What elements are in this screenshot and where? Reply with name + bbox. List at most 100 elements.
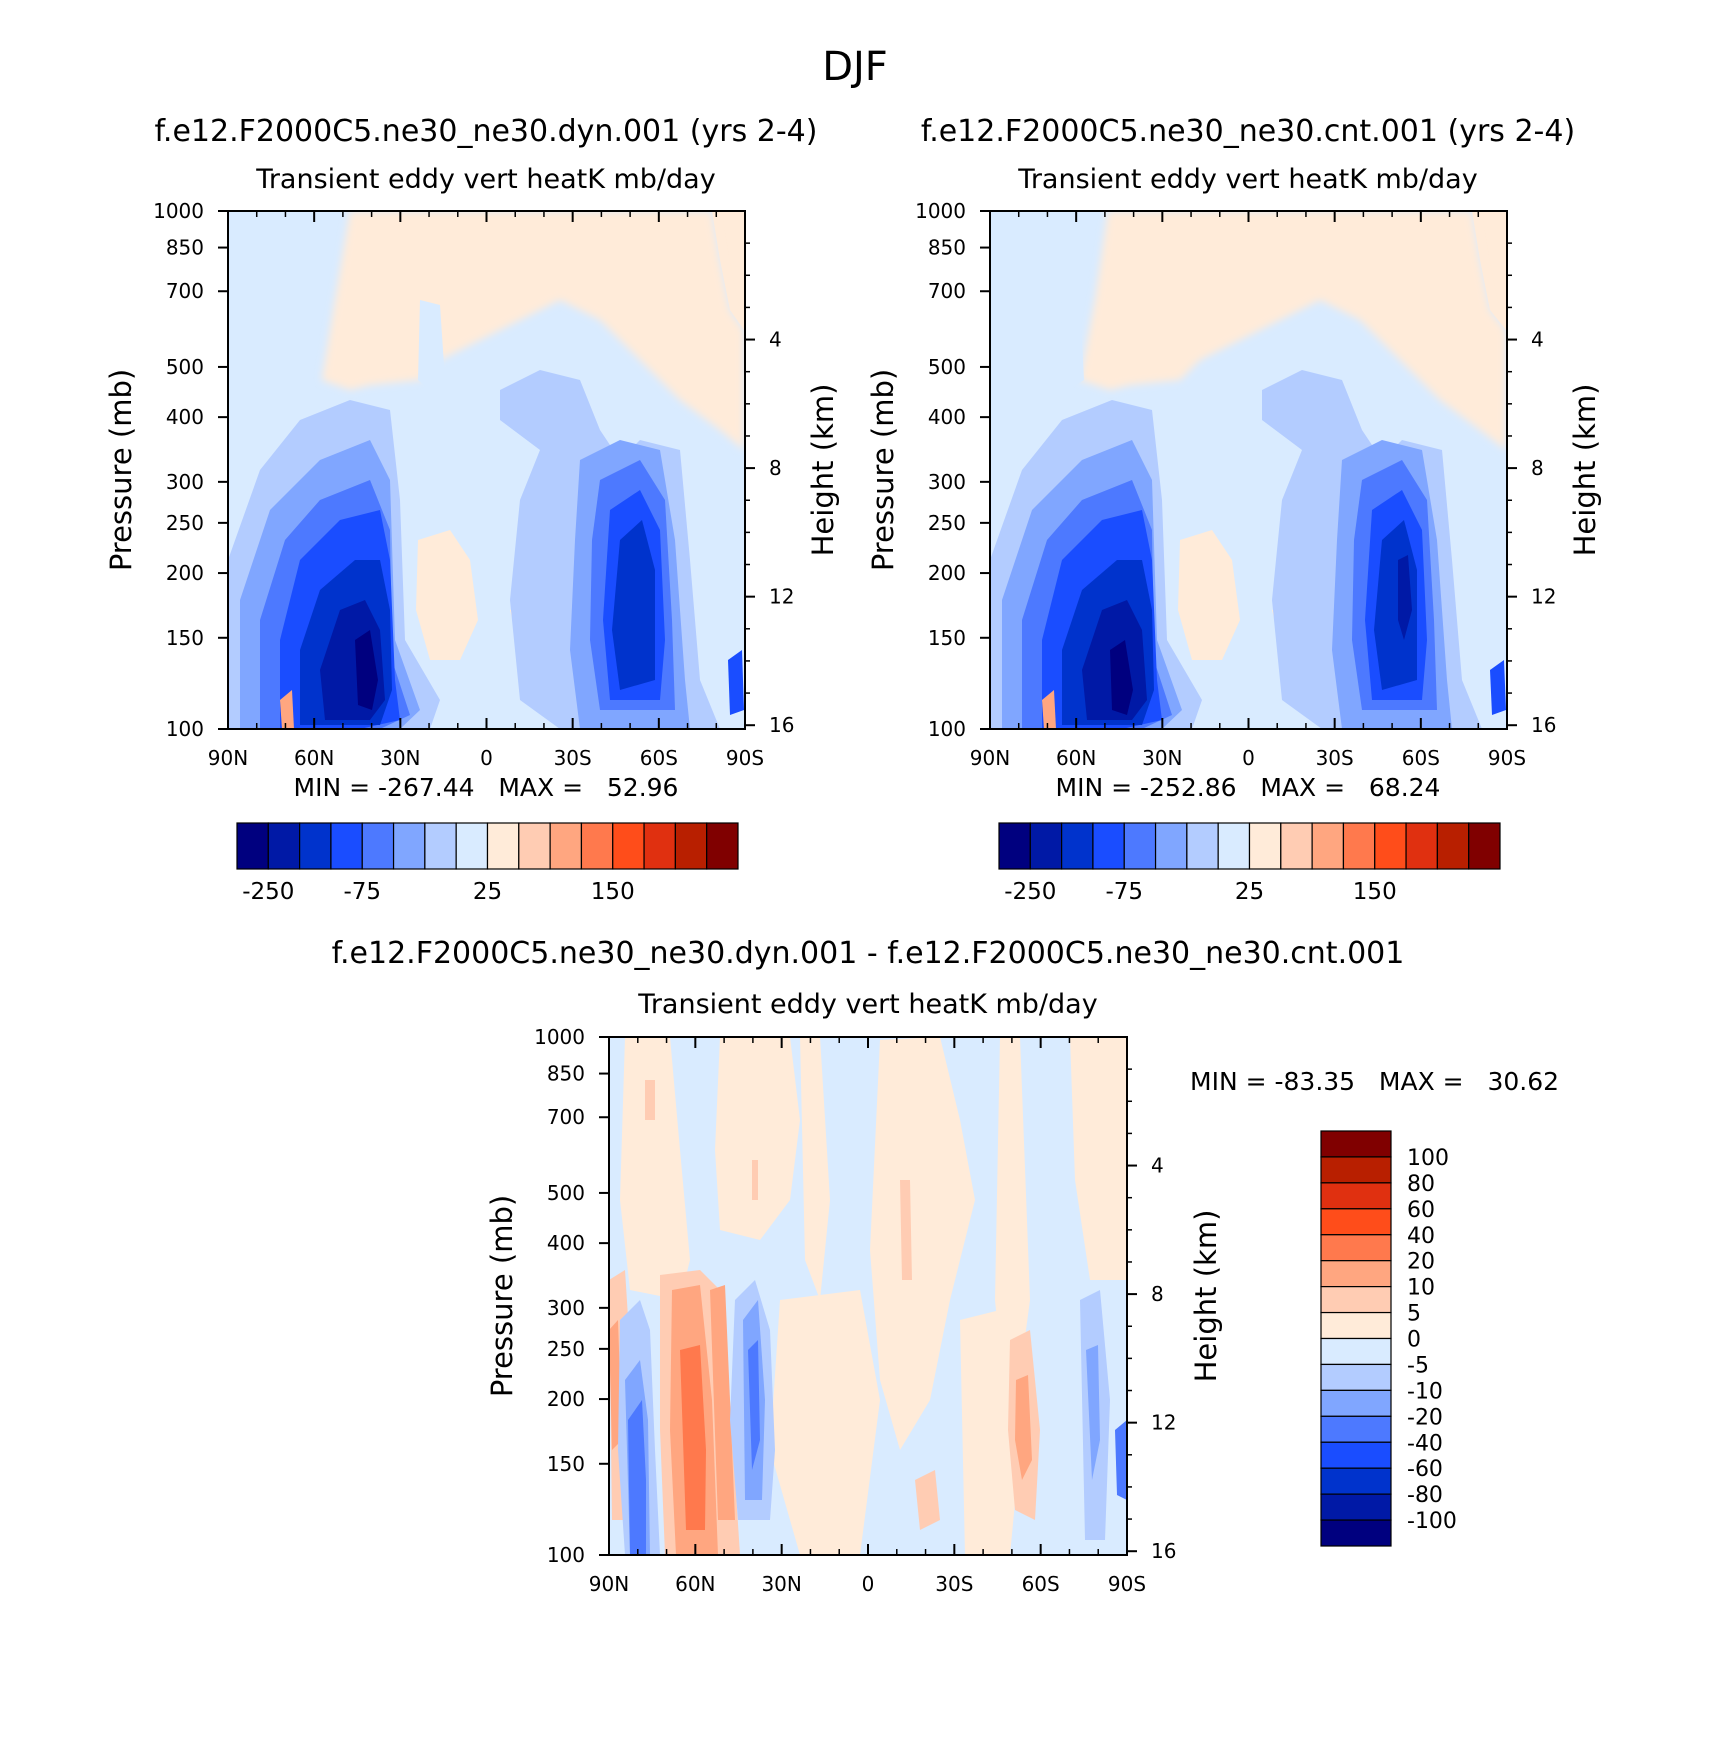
panel-diff-axes-xtick-label: 0 <box>862 1572 875 1596</box>
panel-diff-axes-y2tick-label: 16 <box>1151 1539 1176 1563</box>
panel-diff-axes-y2tick-label: 4 <box>1151 1154 1164 1178</box>
panel-diff-colorbar-swatch <box>1320 1208 1392 1236</box>
panel-diff-colorbar-swatch <box>1320 1389 1392 1417</box>
panel-diff-axes: 90N 60N 30N 0 30S 60S 90S 100 150 200 250 300 400 500… <box>534 1025 1176 1596</box>
panel-diff-colorbar-tick-label: 40 <box>1407 1224 1435 1249</box>
panel-diff-colorbar-swatch <box>1320 1467 1392 1495</box>
panel-dyn-axes-ytick-label: 250 <box>166 511 204 535</box>
panel-diff-colorbar-tick-label: 100 <box>1407 1146 1449 1171</box>
panel-dyn-colorbar-swatch <box>424 822 457 870</box>
panel-diff-colorbar-swatch <box>1320 1260 1392 1288</box>
panel-cnt-colorbar-swatch <box>1061 822 1094 870</box>
panel-cnt-colorbar-swatch <box>1217 822 1251 870</box>
panel-diff-ylabel: Pressure (mb) <box>485 1195 519 1397</box>
panel-diff-axes-ytick-label: 400 <box>547 1231 585 1255</box>
panel-cnt-colorbar-swatch <box>1311 822 1345 870</box>
panel-cnt-colorbar-swatch <box>1342 822 1376 870</box>
panel-dyn-colorbar-swatch <box>580 822 614 870</box>
panel-cnt-axes-ytick-label: 1000 <box>915 199 966 223</box>
panel-diff-field <box>609 1037 1127 1555</box>
panel-diff-axes-ytick-label: 1000 <box>534 1025 585 1049</box>
panel-diff-colorbar-tick-label: -80 <box>1407 1483 1443 1508</box>
panel-cnt-colorbar-swatch <box>1248 822 1282 870</box>
panel-diff-colorbar-swatch <box>1320 1182 1392 1210</box>
panel-diff-subtitle: Transient eddy vert heatK mb/day <box>637 989 1097 1020</box>
panel-cnt-y2label: Height (km) <box>1568 384 1602 557</box>
panel-dyn: f.e12.F2000C5.ne30_ne30.dyn.001 (yrs 2-4… <box>104 114 840 905</box>
panel-diff-colorbar-tick-label: -100 <box>1407 1509 1457 1534</box>
panel-dyn-case-title: f.e12.F2000C5.ne30_ne30.dyn.001 (yrs 2-4… <box>155 114 818 149</box>
panel-diff-axes-y2tick-label: 12 <box>1151 1411 1176 1435</box>
panel-diff-colorbar-swatch <box>1320 1363 1392 1391</box>
panel-cnt-axes-ytick-label: 700 <box>928 279 966 303</box>
panel-diff-colorbar-tick-label: 10 <box>1407 1276 1435 1301</box>
panel-diff-min-max: MIN = -83.35 MAX = 30.62 <box>1190 1067 1559 1096</box>
panel-diff-colorbar-tick-label: 20 <box>1407 1250 1435 1275</box>
panel-dyn-axes-ytick-label: 150 <box>166 626 204 650</box>
panel-dyn-colorbar-swatch <box>455 822 489 870</box>
panel-diff: f.e12.F2000C5.ne30_ne30.dyn.001 - f.e12.… <box>332 936 1559 1596</box>
panel-dyn-colorbar-swatch <box>518 822 551 870</box>
panel-cnt-colorbar-swatch <box>998 822 1031 870</box>
panel-dyn-field <box>228 211 745 729</box>
panel-diff-colorbar-tick-label: -40 <box>1407 1431 1443 1456</box>
panel-cnt-colorbar-swatch <box>1029 822 1063 870</box>
panel-diff-colorbar-swatch <box>1320 1337 1392 1366</box>
panel-dyn-min-max: MIN = -267.44 MAX = 52.96 <box>294 773 679 802</box>
panel-dyn-axes-xtick-label: 30S <box>554 746 592 770</box>
panel-dyn-ylabel: Pressure (mb) <box>104 369 138 571</box>
panel-dyn-colorbar-swatch <box>549 822 583 870</box>
panel-diff-colorbar-tick-label: -10 <box>1407 1379 1443 1404</box>
panel-dyn-axes-ytick-label: 850 <box>166 236 204 260</box>
panel-dyn-axes-xtick-label: 30N <box>380 746 420 770</box>
panel-cnt-axes-ytick-label: 300 <box>928 470 966 494</box>
panel-dyn-axes-y2tick-label: 16 <box>769 713 794 737</box>
panel-dyn-axes-xtick-label: 60N <box>294 746 334 770</box>
panel-diff-axes-y2tick-label: 8 <box>1151 1282 1164 1306</box>
panel-cnt-axes-ytick-label: 850 <box>928 236 966 260</box>
panel-cnt-colorbar-tick-label: -250 <box>1004 879 1056 905</box>
panel-cnt-axes-ytick-label: 250 <box>928 511 966 535</box>
panel-diff-colorbar-tick-label: -20 <box>1407 1405 1443 1430</box>
panel-diff-colorbar-swatch <box>1320 1415 1392 1443</box>
panel-cnt-colorbar-swatch <box>1436 822 1470 870</box>
panel-diff-colorbar-tick-label: -5 <box>1407 1353 1429 1378</box>
panel-diff-colorbar-swatch <box>1320 1519 1392 1547</box>
panel-cnt-field <box>990 211 1507 729</box>
panel-cnt-axes-xtick-label: 90N <box>970 746 1010 770</box>
panel-cnt-axes-xtick-label: 30S <box>1316 746 1354 770</box>
panel-cnt-axes-y2tick-label: 8 <box>1531 456 1544 480</box>
panel-dyn-subtitle: Transient eddy vert heatK mb/day <box>255 164 715 195</box>
panel-dyn-colorbar-swatch <box>392 822 426 870</box>
panel-cnt-colorbar-swatch <box>1186 822 1219 870</box>
panel-dyn-axes: 90N 60N 30N 0 30S 60S 90S 100 150 200 250 300 400 500… <box>153 199 794 770</box>
panel-cnt-colorbar-tick-label: 150 <box>1353 879 1397 905</box>
panel-diff-colorbar-swatch <box>1320 1130 1392 1158</box>
panel-dyn-colorbar-swatch <box>267 822 301 870</box>
panel-cnt-colorbar-swatch <box>1405 822 1438 870</box>
panel-dyn-axes-y2tick-label: 4 <box>769 328 782 352</box>
panel-dyn-axes-xtick-label: 60S <box>640 746 678 770</box>
panel-diff-colorbar-tick-label: 80 <box>1407 1172 1435 1197</box>
panel-diff-axes-xtick-label: 30N <box>761 1572 801 1596</box>
panel-cnt-axes-xtick-label: 90S <box>1488 746 1526 770</box>
panel-diff-colorbar-tick-label: 60 <box>1407 1198 1435 1223</box>
figure-title: DJF <box>822 44 888 90</box>
panel-dyn-colorbar-swatch <box>643 822 676 870</box>
panel-diff-axes-ytick-label: 100 <box>547 1543 585 1567</box>
panel-dyn-axes-y2tick-label: 12 <box>769 585 794 609</box>
panel-dyn-axes-ytick-label: 300 <box>166 470 204 494</box>
panel-dyn-colorbar-tick-label: 25 <box>473 879 502 905</box>
panel-cnt-colorbar-tick-label: -75 <box>1105 879 1143 905</box>
panel-cnt-axes-y2tick-label: 12 <box>1531 585 1556 609</box>
panel-dyn-axes-ytick-label: 200 <box>166 561 204 585</box>
panel-diff-colorbar-swatch <box>1320 1311 1392 1340</box>
panel-diff-axes-ytick-label: 250 <box>547 1337 585 1361</box>
panel-cnt-colorbar-swatch <box>1123 822 1157 870</box>
panel-diff-axes-xtick-label: 60N <box>675 1572 715 1596</box>
panel-dyn-axes-xtick-label: 0 <box>480 746 493 770</box>
panel-dyn-colorbar-swatch <box>706 822 739 870</box>
panel-cnt-axes-xtick-label: 60S <box>1402 746 1440 770</box>
